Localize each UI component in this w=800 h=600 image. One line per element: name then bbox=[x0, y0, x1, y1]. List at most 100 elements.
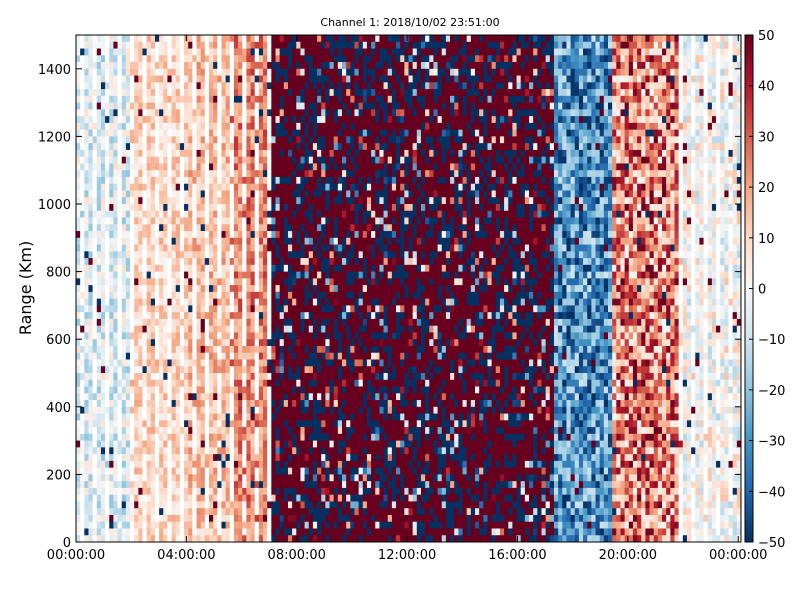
heatmap-cell bbox=[267, 386, 272, 394]
heatmap-cell bbox=[233, 514, 239, 523]
heatmap-cell bbox=[300, 183, 305, 191]
heatmap-cell bbox=[329, 312, 335, 320]
heatmap-cell bbox=[229, 48, 235, 56]
heatmap-cell bbox=[333, 116, 339, 124]
heatmap-cell bbox=[225, 285, 231, 293]
heatmap-cell bbox=[146, 204, 152, 212]
heatmap-cell bbox=[175, 298, 181, 306]
heatmap-cell bbox=[312, 447, 318, 455]
heatmap-cell bbox=[113, 237, 118, 245]
heatmap-cell bbox=[125, 487, 131, 496]
heatmap-cell bbox=[109, 129, 114, 137]
heatmap-cell bbox=[217, 433, 222, 441]
heatmap-cell bbox=[329, 163, 335, 171]
heatmap-cell bbox=[138, 217, 143, 225]
heatmap-cell bbox=[246, 366, 251, 374]
heatmap-cell bbox=[179, 136, 185, 144]
heatmap-cell bbox=[204, 420, 210, 428]
heatmap-cell bbox=[333, 339, 339, 347]
heatmap-cell bbox=[254, 109, 260, 117]
heatmap-cell bbox=[84, 481, 89, 489]
heatmap-cell bbox=[125, 345, 131, 354]
heatmap-cell bbox=[283, 190, 289, 198]
heatmap-cell bbox=[146, 183, 152, 191]
heatmap-cell bbox=[142, 285, 148, 293]
heatmap-cell bbox=[225, 244, 231, 252]
heatmap-cell bbox=[134, 35, 139, 43]
heatmap-cell bbox=[221, 217, 227, 225]
heatmap-cell bbox=[213, 454, 218, 462]
heatmap-cell bbox=[267, 487, 272, 496]
heatmap-cell bbox=[159, 156, 164, 164]
heatmap-cell bbox=[283, 345, 289, 354]
heatmap-cell bbox=[333, 400, 339, 408]
heatmap-cell bbox=[325, 508, 330, 516]
heatmap-cell bbox=[287, 528, 293, 536]
heatmap-cell bbox=[287, 156, 293, 164]
heatmap-cell bbox=[337, 366, 343, 374]
heatmap-cell bbox=[225, 41, 231, 49]
heatmap-cell bbox=[213, 393, 218, 401]
heatmap-cell bbox=[283, 298, 289, 306]
heatmap-cell bbox=[242, 41, 247, 49]
heatmap-cell bbox=[258, 210, 264, 218]
heatmap-cell bbox=[196, 68, 202, 76]
heatmap-cell bbox=[130, 244, 135, 252]
heatmap-cell bbox=[179, 197, 185, 205]
heatmap-cell bbox=[109, 393, 114, 401]
heatmap-cell bbox=[246, 48, 251, 56]
heatmap-cell bbox=[317, 210, 322, 218]
heatmap-cell bbox=[321, 183, 326, 191]
heatmap-cell bbox=[254, 460, 260, 469]
heatmap-cell bbox=[300, 62, 305, 70]
heatmap-cell bbox=[342, 291, 347, 300]
heatmap-cell bbox=[254, 237, 260, 245]
heatmap-cell bbox=[213, 339, 218, 347]
heatmap-cell bbox=[117, 514, 123, 523]
heatmap-cell bbox=[346, 224, 351, 232]
heatmap-cell bbox=[342, 481, 347, 489]
heatmap-cell bbox=[125, 41, 131, 49]
heatmap-cell bbox=[138, 48, 143, 56]
heatmap-cell bbox=[271, 366, 276, 374]
heatmap-cell bbox=[76, 352, 81, 360]
heatmap-cell bbox=[96, 535, 102, 543]
heatmap-cell bbox=[254, 494, 260, 502]
heatmap-cell bbox=[329, 481, 335, 489]
heatmap-cell bbox=[171, 278, 177, 286]
heatmap-cell bbox=[242, 535, 247, 543]
heatmap-cell bbox=[242, 413, 247, 421]
heatmap-cell bbox=[296, 271, 301, 279]
heatmap-cell bbox=[154, 460, 160, 469]
heatmap-cell bbox=[84, 291, 89, 300]
heatmap-cell bbox=[267, 68, 272, 76]
heatmap-cell bbox=[192, 393, 197, 401]
heatmap-cell bbox=[175, 345, 181, 354]
heatmap-cell bbox=[142, 312, 148, 320]
heatmap-cell bbox=[213, 68, 218, 76]
heatmap-cell bbox=[117, 217, 123, 225]
heatmap-cell bbox=[342, 535, 347, 543]
heatmap-cell bbox=[342, 163, 347, 171]
heatmap-cell bbox=[80, 400, 85, 408]
heatmap-cell bbox=[167, 237, 172, 245]
heatmap-cell bbox=[233, 528, 239, 536]
heatmap-cell bbox=[233, 400, 239, 408]
heatmap-cell bbox=[113, 224, 118, 232]
heatmap-cell bbox=[204, 528, 210, 536]
heatmap-cell bbox=[109, 406, 114, 414]
heatmap-cell bbox=[117, 210, 123, 218]
heatmap-cell bbox=[321, 433, 326, 441]
heatmap-cell bbox=[154, 312, 160, 320]
heatmap-cell bbox=[184, 149, 189, 158]
heatmap-cell bbox=[80, 345, 85, 354]
heatmap-cell bbox=[92, 136, 98, 144]
heatmap-cell bbox=[267, 325, 272, 333]
heatmap-cell bbox=[350, 231, 355, 239]
heatmap-cell bbox=[204, 298, 210, 306]
heatmap-cell bbox=[258, 217, 264, 225]
heatmap-cell bbox=[76, 170, 81, 178]
heatmap-cell bbox=[138, 352, 143, 360]
heatmap-cell bbox=[204, 440, 210, 448]
heatmap-cell bbox=[179, 271, 185, 279]
